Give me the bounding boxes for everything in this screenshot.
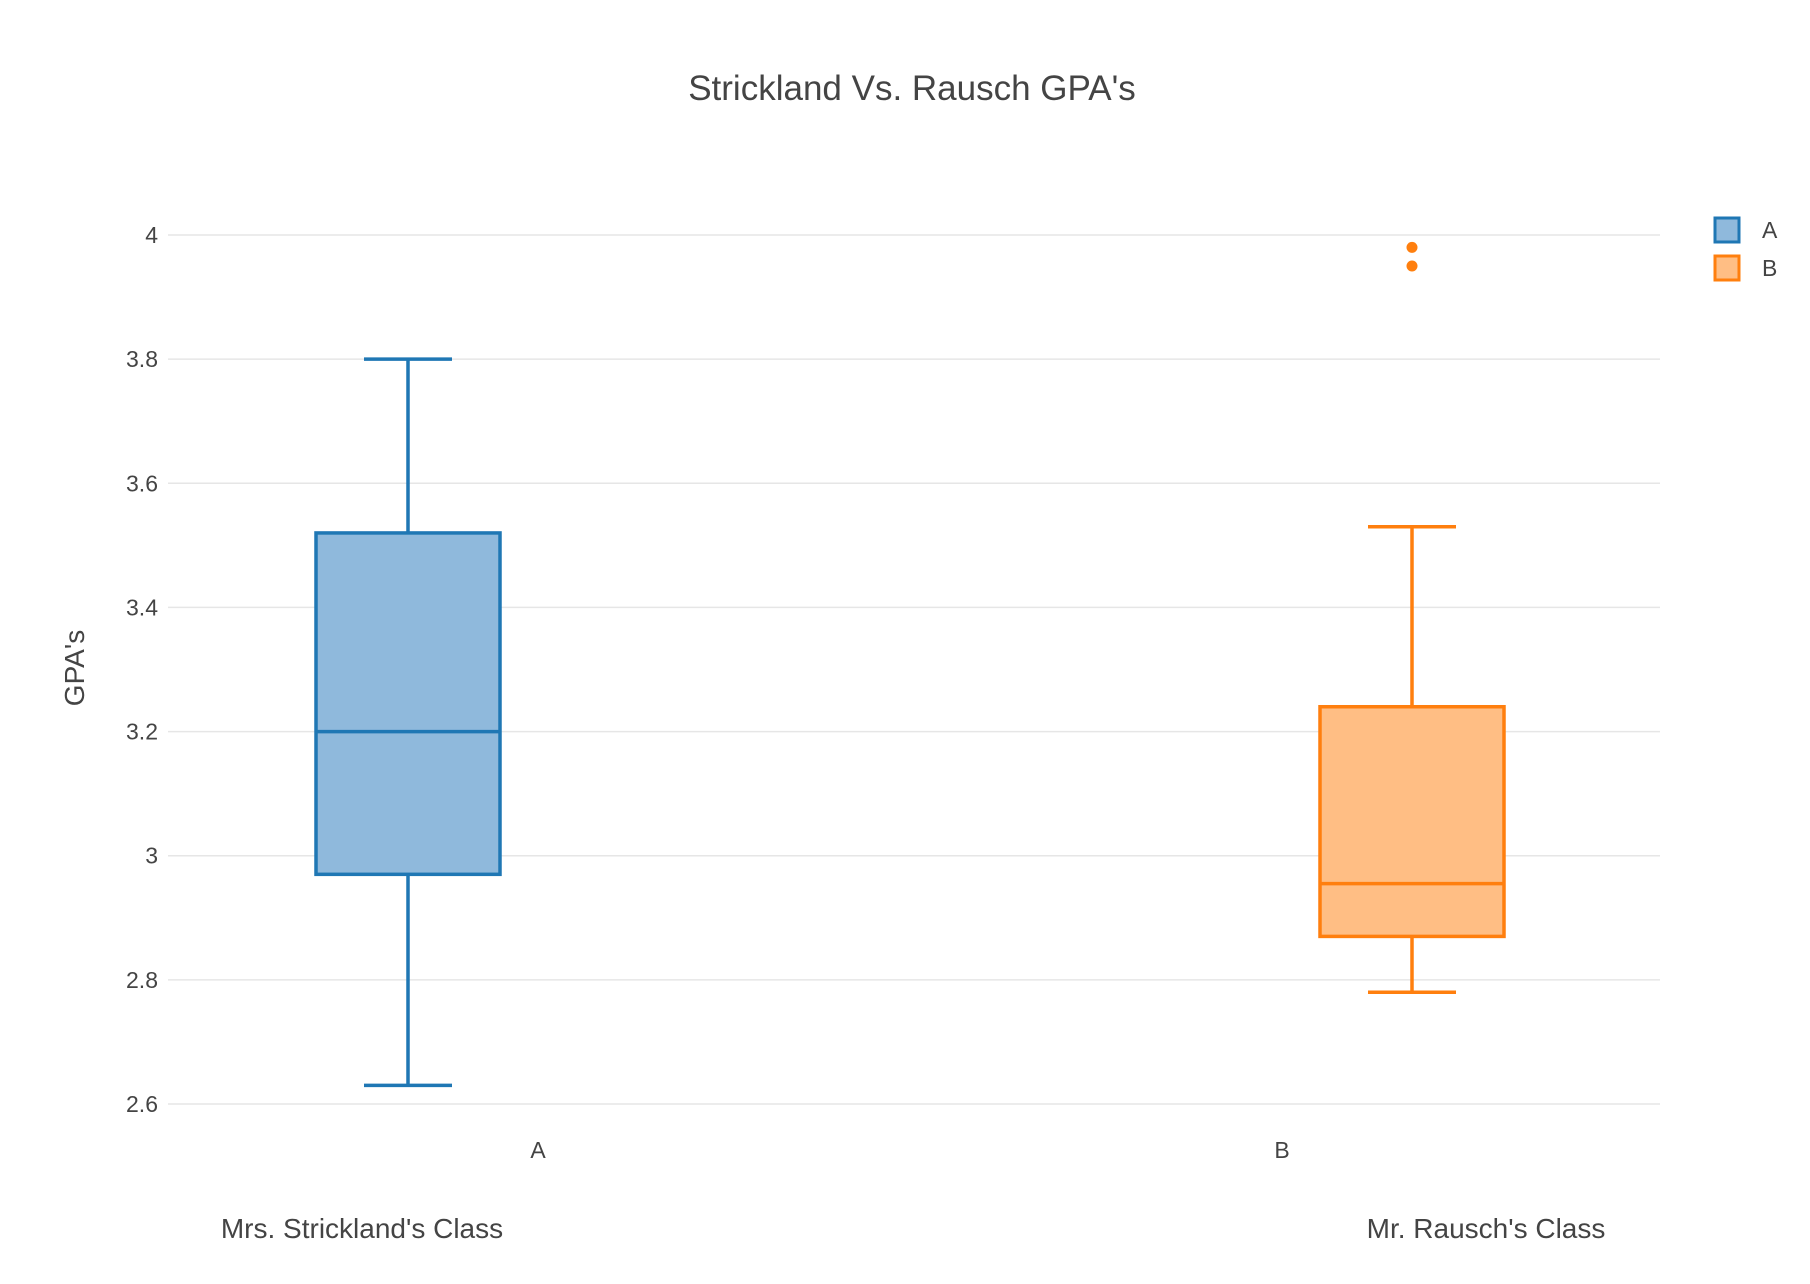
legend[interactable]: AB (1713, 216, 1778, 282)
legend-label-a: A (1762, 217, 1778, 243)
x-tick-label-a: A (530, 1137, 546, 1163)
legend-item-b[interactable]: B (1713, 254, 1777, 282)
annotation-rausch-class: Mr. Rausch's Class (1367, 1213, 1606, 1244)
box-a (314, 357, 502, 1088)
x-tick-label-b: B (1274, 1137, 1289, 1163)
outlier-point-1 (1406, 260, 1418, 272)
box-b (1318, 241, 1506, 995)
y-tick-label-3.2: 3.2 (126, 719, 158, 745)
y-tick-label-3: 3 (145, 843, 158, 869)
box-series (314, 241, 1506, 1088)
y-tick-label-4: 4 (145, 222, 158, 248)
outlier-point-2 (1406, 241, 1418, 253)
annotation-strickland-class: Mrs. Strickland's Class (221, 1213, 503, 1244)
y-tick-label-3.4: 3.4 (126, 594, 158, 620)
y-tick-label-2.6: 2.6 (126, 1091, 158, 1117)
y-tick-label-3.6: 3.6 (126, 470, 158, 496)
box-iqr (314, 531, 502, 877)
y-tick-labels: 2.6 2.8 3 3.2 3.4 3.6 3.8 4 (126, 222, 158, 1117)
y-tick-label-2.8: 2.8 (126, 967, 158, 993)
legend-swatch-b (1713, 254, 1741, 282)
y-tick-label-3.8: 3.8 (126, 346, 158, 372)
legend-item-a[interactable]: A (1713, 216, 1778, 244)
box-iqr (1318, 704, 1506, 939)
y-axis-label: GPA's (59, 630, 90, 706)
chart-title: Strickland Vs. Rausch GPA's (688, 69, 1136, 108)
legend-swatch-a (1713, 216, 1741, 244)
legend-label-b: B (1762, 255, 1777, 281)
